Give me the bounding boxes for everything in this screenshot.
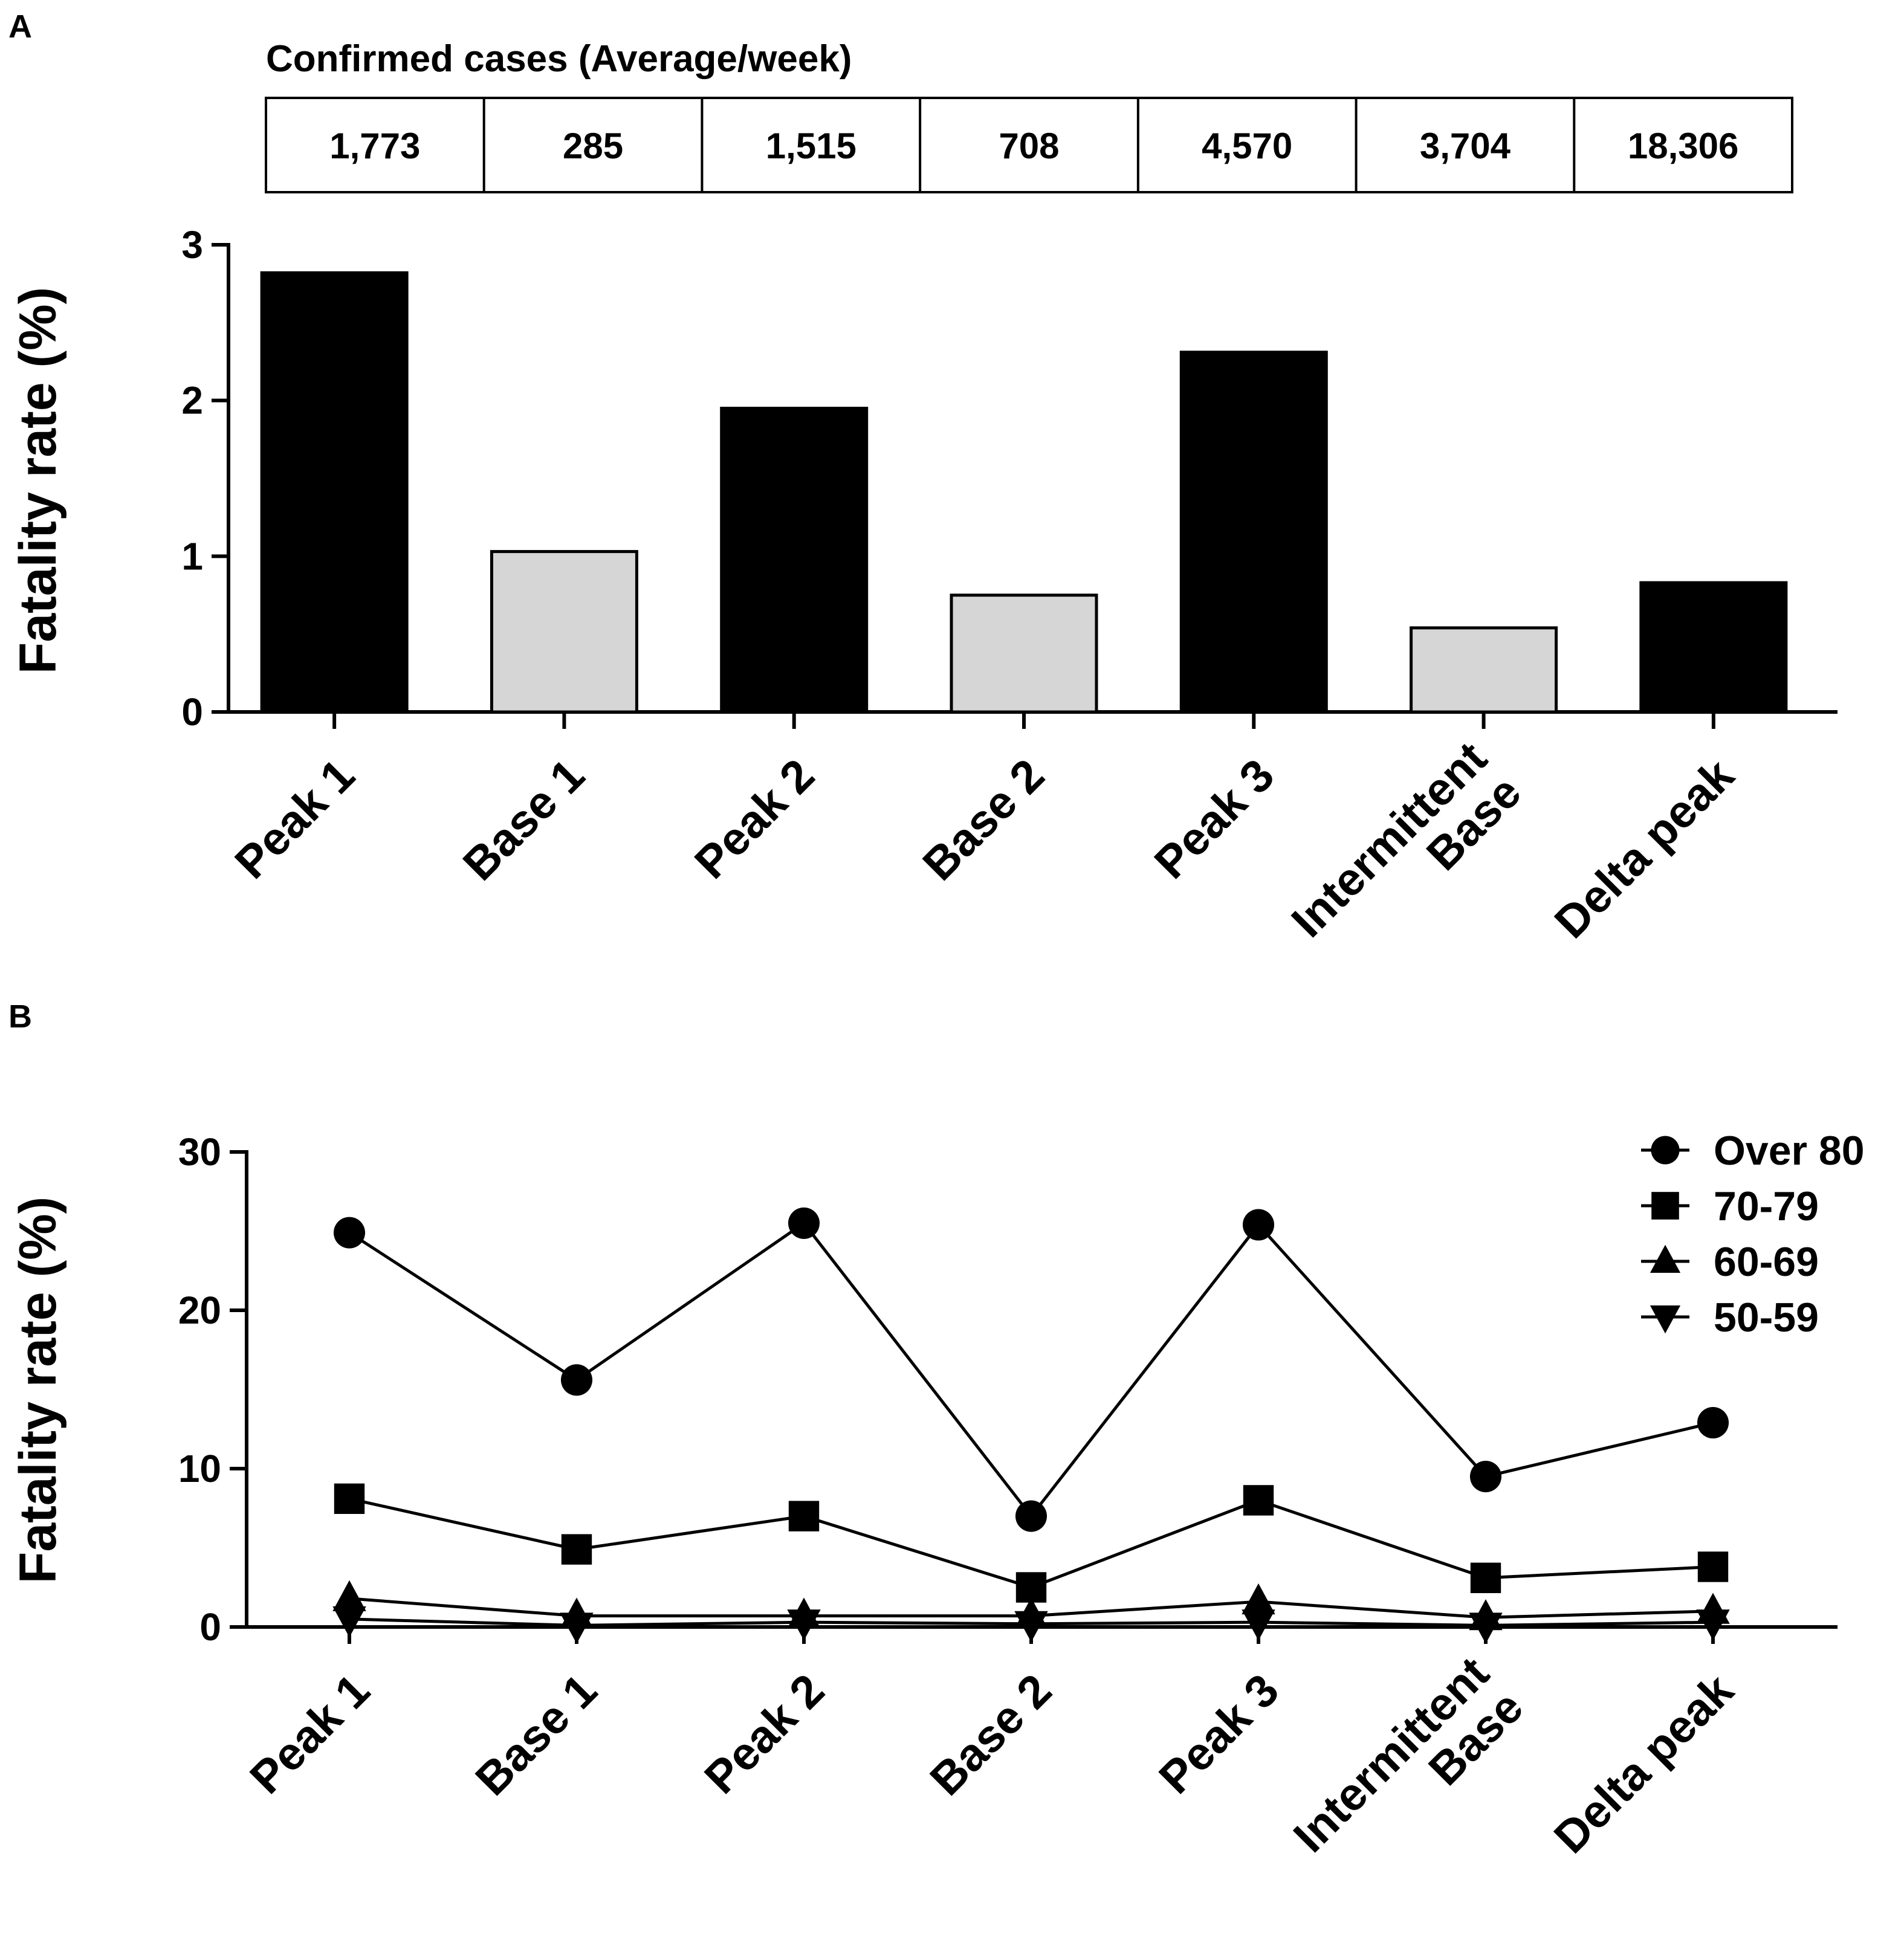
bar [490, 550, 638, 714]
marker-circle [1015, 1500, 1048, 1532]
y-tick-label: 0 [181, 690, 203, 734]
bar [950, 593, 1098, 714]
marker-circle [1242, 1209, 1275, 1241]
marker-circle [1469, 1461, 1502, 1493]
x-tick-label: Delta peak [1544, 1664, 1743, 1863]
marker-square [788, 1501, 820, 1531]
marker-triangle-up [1650, 1244, 1681, 1273]
x-tick-label: Peak 2 [695, 1664, 834, 1803]
bar [1639, 581, 1788, 714]
confirmed-cases-table: 1,773 285 1,515 708 4,570 3,704 18,306 [265, 97, 1793, 193]
legend-label: 50-59 [1714, 1295, 1819, 1341]
marker-circle [788, 1207, 820, 1239]
y-tick-label: 10 [178, 1447, 221, 1490]
bar [1410, 626, 1558, 714]
table-cell-value: 18,306 [1628, 126, 1739, 166]
y-tick-label: 30 [178, 1130, 221, 1174]
marker-triangle-down [1242, 1609, 1275, 1641]
marker-square [1243, 1485, 1274, 1516]
fatality-bar-chart: 0 1 2 3 Peak 1 Base 1 Peak 2 Base 2 Peak 3Interm… [181, 223, 1838, 982]
y-tick-label: 0 [199, 1605, 221, 1649]
marker-triangle-down [1696, 1609, 1730, 1641]
table-cell-value: 3,704 [1420, 126, 1511, 166]
table-cell-value: 4,570 [1202, 126, 1292, 166]
marker-triangle-up [332, 1580, 366, 1611]
x-tick-label: IntermittentBase [1284, 1648, 1533, 1897]
table-cell-value: 1,773 [329, 126, 420, 166]
marker-triangle-down [1650, 1305, 1681, 1334]
y-tick-label: 3 [181, 223, 203, 267]
legend-label: 70-79 [1714, 1183, 1819, 1229]
y-tick-label: 1 [181, 534, 203, 578]
x-tick-label: IntermittentBase [1282, 733, 1531, 982]
marker-square [1697, 1551, 1729, 1582]
marker-circle [1697, 1406, 1729, 1439]
marker-circle [333, 1217, 366, 1249]
x-tick-label: Base 1 [466, 1664, 607, 1805]
x-tick-label: Peak 3 [1150, 1664, 1289, 1803]
marker-triangle-down [332, 1606, 366, 1638]
marker-triangle-up [1242, 1583, 1275, 1615]
marker-triangle-down [787, 1609, 821, 1641]
marker-triangle-down [1469, 1612, 1503, 1644]
fatality-line-chart: 0 10 20 30 Peak 1 Base 1 Peak 2 Base 2 Peak 3Int… [178, 1128, 1865, 1897]
marker-square [1470, 1562, 1501, 1593]
x-tick-label: Base 2 [921, 1664, 1061, 1805]
marker-square [1015, 1572, 1047, 1603]
bar-chart-y-axis-label: Fatality rate (%) [9, 287, 67, 674]
marker-square [561, 1534, 592, 1565]
x-tick-label: Base 1 [453, 749, 594, 890]
panel-a-label: A [8, 8, 32, 45]
bar [260, 271, 409, 714]
legend-label: Over 80 [1714, 1128, 1865, 1174]
marker-square [1651, 1192, 1679, 1220]
marker-square [334, 1483, 365, 1514]
table-cell-value: 285 [563, 126, 623, 166]
line-chart-y-axis-label: Fatality rate (%) [9, 1197, 67, 1583]
marker-triangle-down [560, 1612, 594, 1644]
x-tick-label: Delta peak [1545, 749, 1744, 948]
table-cell-value: 708 [999, 126, 1059, 166]
x-tick-label: Peak 3 [1145, 749, 1284, 888]
marker-circle [1651, 1136, 1680, 1165]
y-tick-label: 20 [178, 1289, 221, 1332]
series-line [348, 1221, 1714, 1519]
x-tick-label: Peak 1 [241, 1664, 380, 1803]
marker-triangle-down [1014, 1611, 1048, 1642]
legend-label: 60-69 [1714, 1239, 1819, 1285]
x-tick-label: Peak 1 [225, 749, 364, 888]
table-border [265, 97, 1793, 193]
table-title: Confirmed cases (Average/week) [266, 38, 852, 80]
bar [1179, 351, 1328, 714]
table-cell-value: 1,515 [766, 126, 856, 166]
panel-b-label: B [8, 998, 32, 1035]
y-tick-label: 2 [181, 379, 203, 422]
legend: Over 80 70-79 60-69 50-59 [1641, 1128, 1865, 1341]
x-tick-label: Peak 2 [685, 749, 824, 888]
x-tick-label: Base 2 [913, 749, 1054, 890]
marker-circle [560, 1364, 593, 1396]
bar [720, 407, 869, 714]
